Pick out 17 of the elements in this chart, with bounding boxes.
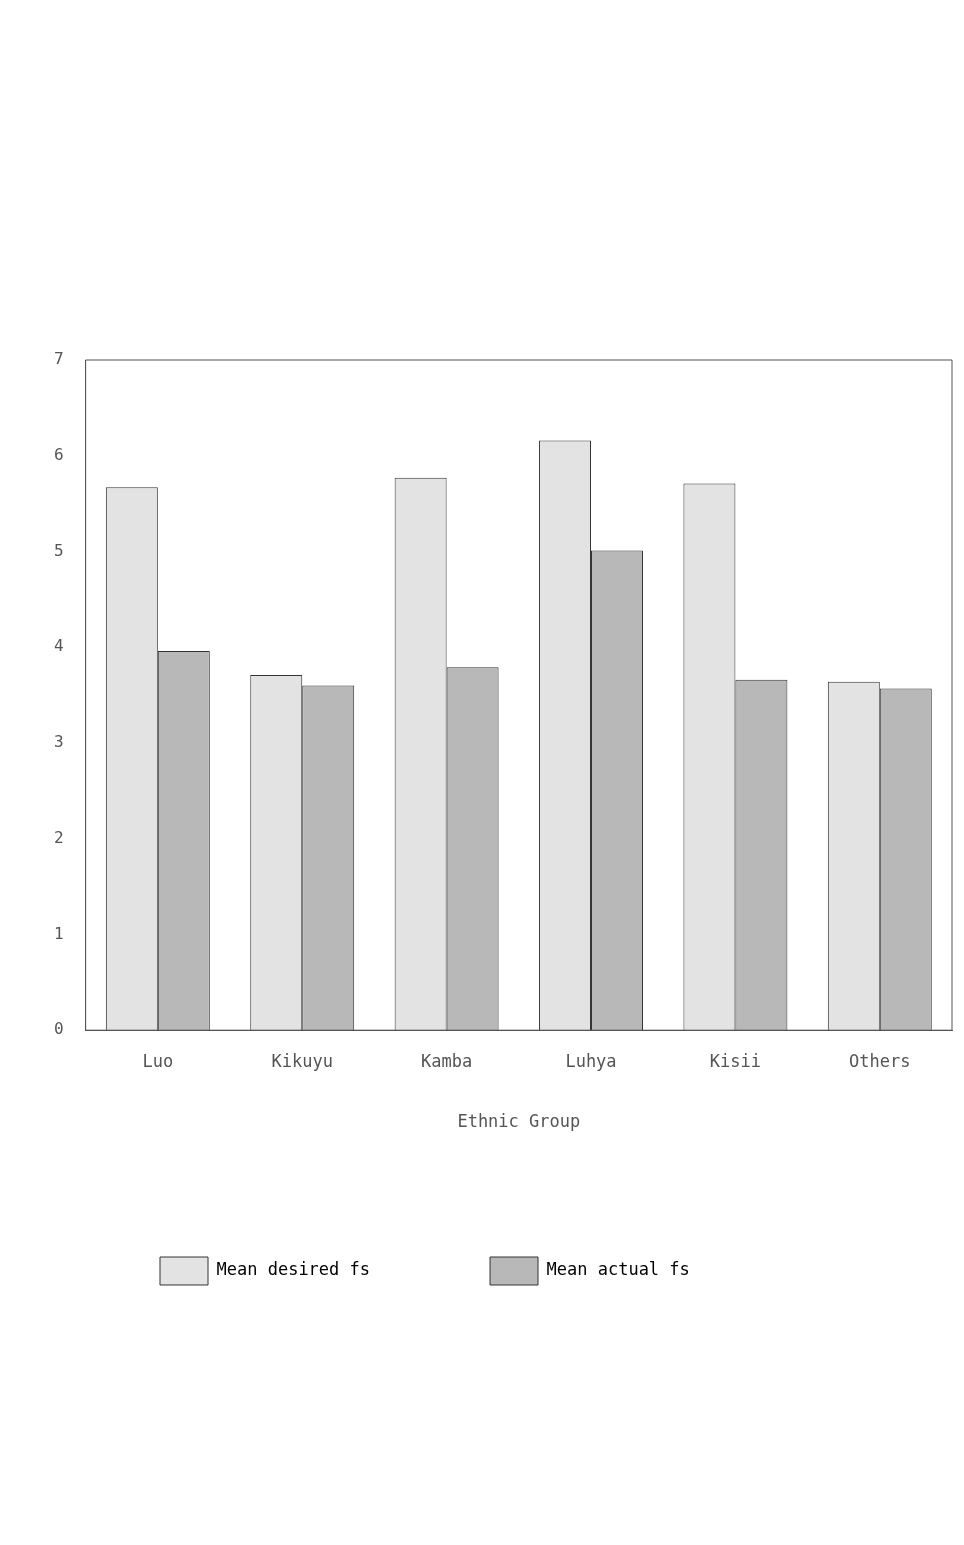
x-tick-label: Kikuyu bbox=[271, 1050, 333, 1071]
y-tick-label: 4 bbox=[53, 636, 64, 656]
y-tick-label: 7 bbox=[53, 349, 64, 369]
y-tick-label: 3 bbox=[53, 732, 64, 752]
x-tick-label: Luo bbox=[142, 1050, 174, 1071]
y-tick-label: 2 bbox=[53, 827, 64, 847]
x-tick-label: Kisii bbox=[709, 1050, 761, 1071]
x-axis-title: Ethnic Group bbox=[457, 1111, 581, 1132]
x-tick-label: Kamba bbox=[421, 1050, 473, 1071]
y-tick-label: 0 bbox=[53, 1019, 64, 1039]
y-tick-label: 6 bbox=[53, 444, 64, 464]
y-tick-label: 5 bbox=[53, 540, 64, 560]
y-tick-label: 1 bbox=[53, 923, 64, 943]
legend-label: Mean desired fs bbox=[216, 1259, 371, 1280]
x-tick-label: Others bbox=[849, 1050, 911, 1071]
x-tick-label: Luhya bbox=[565, 1050, 617, 1071]
legend-label: Mean actual fs bbox=[546, 1259, 690, 1280]
